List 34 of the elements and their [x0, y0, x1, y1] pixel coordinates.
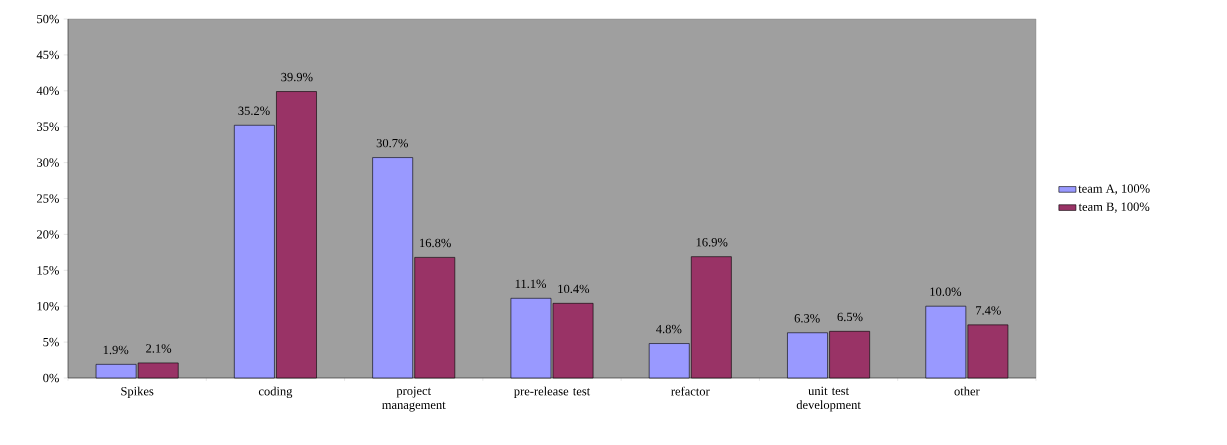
- data-label: 16.9%: [696, 237, 728, 247]
- legend-label: team A, 100%: [1078, 184, 1150, 195]
- x-tick-label: coding: [258, 386, 293, 399]
- data-label: 6.3%: [794, 314, 820, 323]
- data-label: 16.8%: [420, 238, 451, 248]
- y-tick-label: 15%: [37, 266, 59, 275]
- data-label: 7.4%: [976, 306, 1001, 315]
- x-tick-label: Spikes: [121, 386, 154, 398]
- data-label: 10.4%: [558, 284, 590, 294]
- data-label: 30.7%: [376, 138, 408, 148]
- y-tick-label: 10%: [37, 301, 59, 311]
- data-label: 35.2%: [238, 106, 270, 116]
- data-label: 2.1%: [146, 344, 172, 353]
- x-tick-label: other: [954, 386, 980, 396]
- x-tick-label: project management: [382, 386, 446, 412]
- y-tick-label: 20%: [37, 230, 59, 239]
- data-label: 1.9%: [103, 345, 129, 355]
- x-tick-label: pre-release test: [514, 386, 591, 398]
- y-tick-label: 40%: [36, 86, 59, 96]
- data-label: 6.5%: [837, 312, 863, 322]
- y-tick-label: 45%: [36, 50, 59, 60]
- data-label: 4.8%: [656, 324, 682, 334]
- x-tick-label: refactor: [671, 386, 710, 396]
- y-tick-label: 30%: [37, 158, 59, 167]
- x-tick-label: unit test development: [796, 386, 861, 412]
- y-tick-label: 0%: [43, 373, 59, 383]
- y-tick-label: 5%: [43, 337, 59, 347]
- data-label: 39.9%: [281, 72, 313, 82]
- data-label: 11.1%: [515, 279, 547, 289]
- y-tick-label: 50%: [37, 14, 59, 24]
- y-tick-label: 35%: [37, 122, 59, 131]
- data-label: 10.0%: [930, 287, 962, 296]
- y-tick-label: 25%: [37, 194, 59, 203]
- legend-label: team B, 100%: [1078, 202, 1150, 213]
